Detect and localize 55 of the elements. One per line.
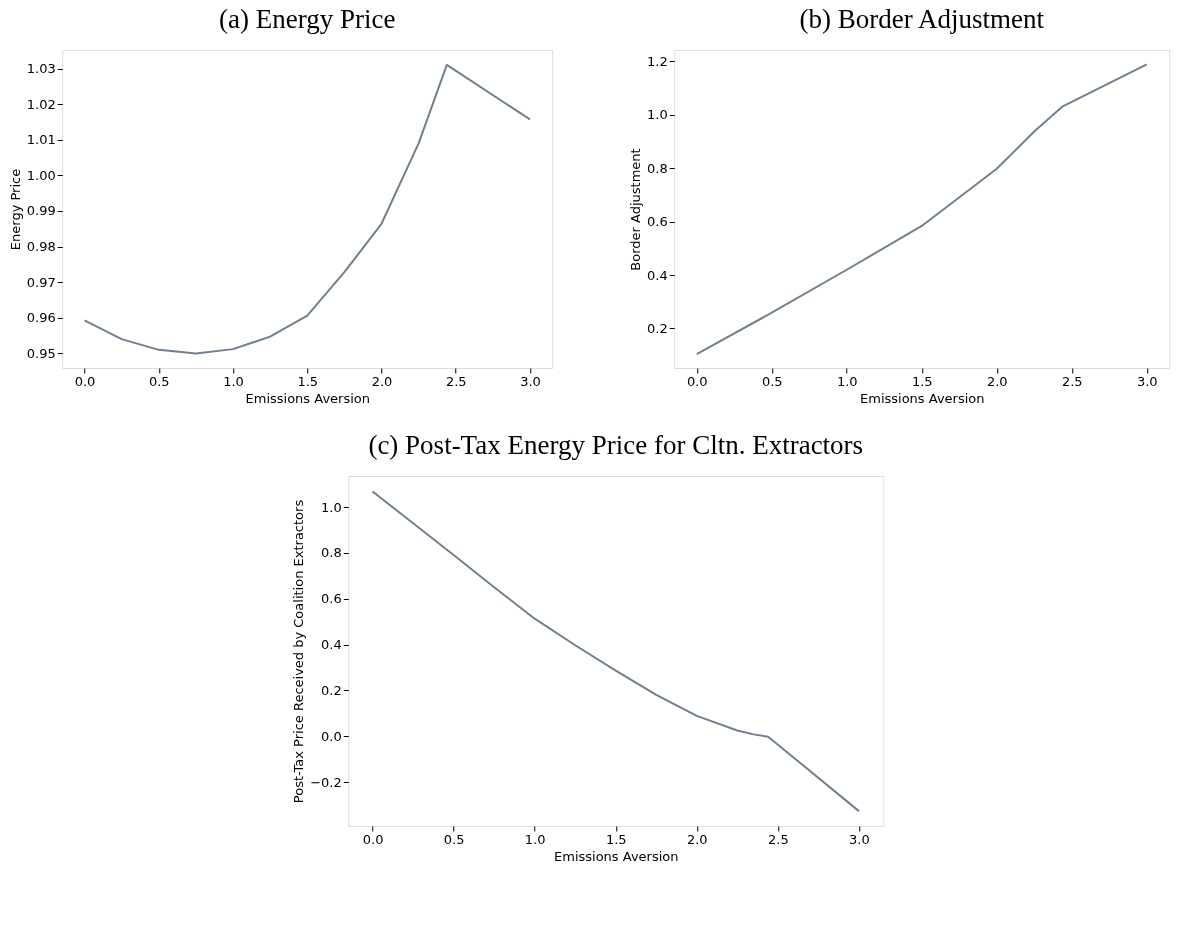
y-tick-label: 1.0 <box>321 499 342 515</box>
y-tick-label: 0.98 <box>26 239 56 255</box>
y-tick-label: 0.6 <box>321 591 342 607</box>
y-tick-label: 0.2 <box>321 682 342 698</box>
y-tick-label: 0.4 <box>321 637 342 653</box>
y-tick-label: 0.6 <box>647 214 668 230</box>
y-tick-label: 0.96 <box>26 310 56 326</box>
y-tick-label: 1.00 <box>26 167 56 183</box>
x-tick-label: 1.0 <box>836 373 858 389</box>
y-tick-label: 0.99 <box>26 203 56 219</box>
y-tick-label: 0.95 <box>26 345 56 361</box>
x-tick-label: 2.0 <box>686 831 708 847</box>
x-tick-label: 1.0 <box>223 373 244 389</box>
y-tick-label: 0.8 <box>321 545 342 561</box>
line-series <box>695 63 1148 356</box>
x-tick-label: 3.0 <box>849 831 870 847</box>
y-tick-label: 0.8 <box>647 160 668 176</box>
x-tick-label: 0.0 <box>362 831 384 847</box>
y-tick-label: 1.0 <box>647 107 668 123</box>
line-series <box>371 490 860 813</box>
y-axis-title: Energy Price <box>7 168 23 251</box>
chart-title: (b) Border Adjustment <box>799 4 1045 34</box>
x-tick-label: 1.5 <box>605 831 627 847</box>
y-tick-label: 1.01 <box>26 132 56 148</box>
chart-title: (a) Energy Price <box>219 4 396 34</box>
line-series <box>83 63 531 355</box>
x-axis-title: Emissions Aversion <box>860 390 985 406</box>
x-tick-label: 0.5 <box>443 831 465 847</box>
x-tick-label: 0.5 <box>761 373 783 389</box>
y-axis-title: Post-Tax Price Received by Coalition Extractors <box>291 499 307 804</box>
x-tick-label: 1.5 <box>911 373 933 389</box>
x-tick-label: 2.0 <box>986 373 1008 389</box>
x-tick-label: 0.0 <box>686 373 708 389</box>
x-axis-title: Emissions Aversion <box>554 848 679 864</box>
y-tick-label: 1.02 <box>26 96 56 112</box>
x-tick-label: 0.0 <box>74 373 96 389</box>
x-axis-title: Emissions Aversion <box>245 390 370 406</box>
y-tick-label: 0.97 <box>26 274 56 290</box>
y-tick-label: 0.2 <box>647 320 668 336</box>
y-axis-title: Border Adjustment <box>628 148 644 271</box>
y-tick-label: 0.4 <box>647 267 668 283</box>
x-tick-label: 2.0 <box>371 373 393 389</box>
x-tick-label: 2.5 <box>768 831 789 847</box>
x-tick-label: 3.0 <box>520 373 541 389</box>
x-tick-label: 1.0 <box>524 831 546 847</box>
y-tick-label: 1.2 <box>647 53 668 69</box>
y-tick-label: 1.03 <box>26 61 56 77</box>
x-tick-label: 2.5 <box>445 373 467 389</box>
x-tick-label: 3.0 <box>1136 373 1158 389</box>
chart-title: (c) Post-Tax Energy Price for Cltn. Extractors <box>368 430 864 460</box>
x-tick-label: 2.5 <box>1061 373 1083 389</box>
y-tick-label: 0.0 <box>321 728 342 744</box>
x-tick-label: 0.5 <box>148 373 170 389</box>
x-tick-label: 1.5 <box>297 373 319 389</box>
y-tick-label: −0.2 <box>310 774 342 790</box>
